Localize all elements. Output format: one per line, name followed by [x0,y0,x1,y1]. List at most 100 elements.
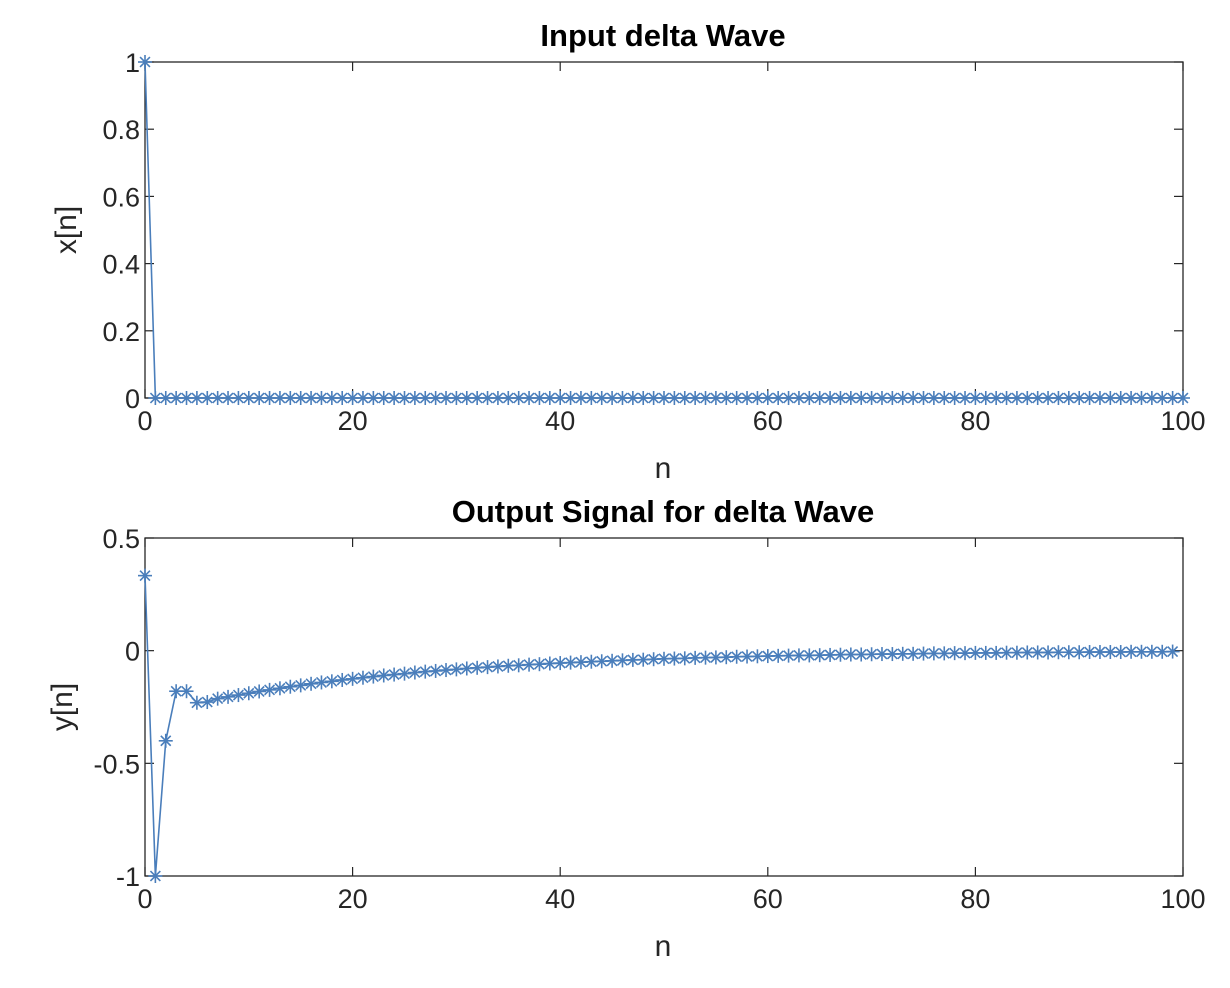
x-tick-label: 40 [545,884,575,914]
data-point [387,667,402,682]
data-point [1165,644,1180,659]
x-tick-label: 0 [137,884,152,914]
data-point [449,662,464,677]
data-point [926,646,941,661]
data-point [439,391,454,405]
data-point [1020,391,1035,405]
data-point [387,391,402,405]
x-tick-label: 80 [960,406,990,436]
data-point [148,869,163,883]
x-tick-label: 60 [753,884,783,914]
data-point [376,391,391,405]
data-point [210,691,225,706]
data-point [802,391,817,405]
chart-input-delta: Input delta Wave 0 20 40 60 80 10000.20.40.60… [50,18,1206,485]
data-point [698,391,713,405]
data-point [1103,645,1118,660]
x-axis-label: n [655,452,672,485]
x-tick-label: 20 [338,406,368,436]
data-point [1124,644,1139,659]
data-point [418,664,433,679]
data-point [542,391,557,405]
x-axis-label: n [655,930,672,963]
marker-layer [138,55,1190,405]
data-point [428,663,443,678]
y-tick-label: 0.4 [102,250,140,280]
data-point [1041,391,1056,405]
data-point [189,391,204,405]
x-tick-label: 60 [753,406,783,436]
tick-layer: 0 20 40 60 80 100 0 0.2 0.4 0.6 0.8 1 [102,48,1205,436]
data-point [1124,391,1139,405]
data-point [138,568,152,583]
data-point [740,649,755,664]
data-point [241,686,256,701]
data-point [1176,391,1190,405]
y-tick-label: 0.6 [102,182,140,212]
y-axis-label: y[n] [46,683,79,731]
data-point [874,647,889,662]
data-point [355,670,370,685]
data-point [221,391,236,405]
x-tick-label: 0 [137,406,152,436]
y-axis-label: x[n] [50,206,83,254]
data-point [179,684,194,699]
data-point [1061,645,1076,660]
data-point [345,671,360,686]
data-point [740,391,755,405]
data-point [304,676,319,691]
data-point [262,682,277,697]
data-point [657,651,671,666]
data-point [584,391,599,405]
data-point [760,391,775,405]
y-tick-label: -0.5 [93,749,140,779]
x-tick-label: 20 [338,884,368,914]
y-tick-label: 0.2 [102,317,140,347]
data-point [314,675,329,690]
plot-frame [144,537,1184,877]
y-tick-label: -1 [116,862,140,892]
data-point [646,652,661,667]
marker-layer [138,568,1180,883]
data-point [231,688,246,703]
data-point [335,672,350,687]
data-point [407,665,422,680]
data-point [958,391,973,405]
data-point [138,55,152,69]
data-point [854,647,869,662]
data-point [366,669,381,684]
data-point [999,391,1014,405]
x-tick-label: 40 [545,406,575,436]
x-tick-label: 80 [960,884,990,914]
data-point [449,391,464,405]
data-point [283,679,298,694]
x-tick-label: 100 [1160,884,1205,914]
data-point [272,681,287,696]
y-tick-label: 0 [125,384,140,414]
data-point [895,646,910,661]
data-point [594,391,609,405]
data-point [1155,644,1170,659]
chart-title: Output Signal for delta Wave [452,494,875,529]
chart-title: Input delta Wave [540,18,785,53]
data-point [397,666,412,681]
data-point [1041,645,1056,660]
data-point [376,668,391,683]
y-tick-label: 1 [125,48,140,78]
y-tick-label: 0.5 [102,524,140,554]
tick-layer: 0 20 40 60 80 100 -1 -0.5 0 0.5 [93,524,1205,914]
data-point [221,689,236,704]
chart-output-signal: Output Signal for delta Wave 0 20 40 60 80 10… [46,494,1206,963]
data-point [293,678,308,693]
data-point [241,391,256,405]
data-point [158,733,173,748]
y-tick-label: 0 [125,637,140,667]
y-tick-label: 0.8 [102,115,140,145]
data-point [812,391,827,405]
data-point [470,391,485,405]
data-point [355,391,370,405]
x-tick-label: 100 [1160,406,1205,436]
data-point [324,674,339,689]
data-point [854,391,869,405]
